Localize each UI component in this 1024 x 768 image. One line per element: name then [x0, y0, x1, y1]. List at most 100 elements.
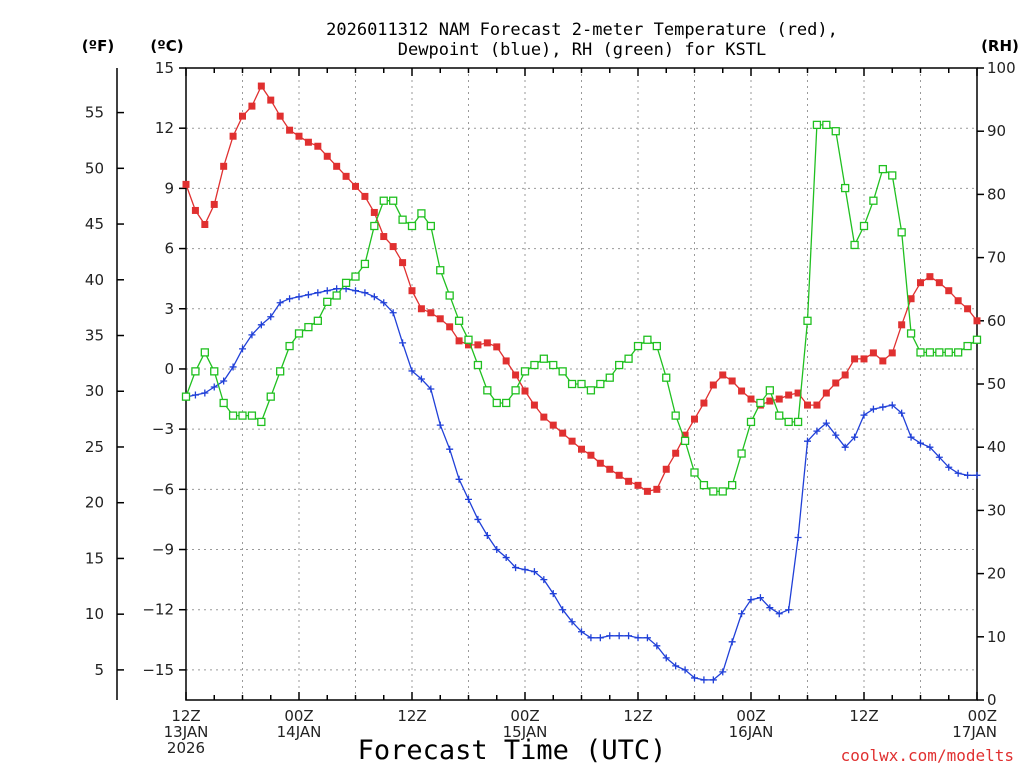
temperature-point [709, 381, 717, 389]
rh-point [963, 341, 972, 351]
x-tick-label: 13JAN [164, 723, 209, 741]
rh-tick-label: 90 [987, 122, 1006, 140]
fahrenheit-units-label: (ºF) [82, 37, 114, 55]
temperature-point [879, 357, 887, 365]
fahrenheit-tick-label: 5 [94, 661, 104, 679]
dewpoint-point [521, 566, 529, 574]
rh-point [473, 360, 483, 370]
rh-tick-label: 100 [987, 59, 1016, 77]
dewpoint-point [361, 289, 369, 297]
rh-point [436, 266, 445, 275]
dewpoint-point [879, 403, 887, 411]
dewpoint-point [323, 287, 331, 295]
dewpoint-point [493, 546, 501, 554]
rh-point [841, 183, 850, 193]
temperature-point [719, 371, 727, 379]
temperature-point [832, 379, 840, 387]
fahrenheit-tick-label: 35 [85, 327, 104, 345]
dewpoint-point [248, 331, 256, 339]
dewpoint-point [333, 285, 341, 293]
temperature-point [323, 152, 331, 160]
temperature-point [286, 126, 294, 134]
rh-point [219, 398, 228, 408]
temperature-point [342, 172, 350, 180]
rh-point [276, 367, 285, 376]
rh-point [944, 348, 953, 357]
temperature-point [399, 259, 407, 267]
temperature-point [606, 465, 614, 473]
dewpoint-point [540, 576, 548, 584]
temperature-point [493, 343, 501, 351]
rh-point [228, 411, 238, 420]
dewpoint-point [596, 634, 604, 642]
temperature-point [568, 437, 576, 445]
dewpoint-point [606, 632, 614, 640]
series-dewpoint [182, 285, 981, 684]
rh-units-label: (RH) [981, 37, 1019, 55]
celsius-tick-label: −3 [152, 420, 174, 438]
rh-point [615, 360, 624, 370]
x-tick-label: 12Z [849, 707, 878, 725]
dewpoint-point [756, 594, 764, 602]
rh-tick-label: 50 [987, 375, 1006, 393]
temperature-point [615, 471, 623, 479]
temperature-point [822, 389, 830, 397]
dewpoint-point [615, 632, 623, 640]
dewpoint-point [738, 610, 746, 618]
celsius-units-label: (ºC) [150, 37, 183, 55]
rh-point [285, 341, 294, 351]
dewpoint-point [766, 604, 774, 612]
temperature-point [898, 321, 906, 329]
temperature-point [446, 323, 454, 331]
temperature-point [973, 317, 981, 325]
dewpoint-point [257, 321, 265, 329]
rh-point [520, 367, 530, 376]
x-tick-label: 15JAN [503, 723, 548, 741]
x-tick-label: 00Z [284, 707, 313, 725]
dewpoint-point [785, 606, 793, 614]
dewpoint-point [804, 437, 811, 445]
x-tick-label: 2026 [167, 739, 205, 757]
dewpoint-point [945, 463, 953, 471]
rh-point [652, 341, 661, 351]
temperature-point [333, 162, 341, 170]
rh-point [502, 398, 511, 408]
temperature-point [700, 399, 708, 407]
temperature-point [841, 371, 849, 379]
dewpoint-point [841, 443, 849, 451]
temperature-point [182, 180, 190, 188]
dewpoint-point [295, 293, 303, 301]
rh-point [662, 373, 671, 382]
temperature-point [634, 481, 642, 489]
temperature-point [191, 206, 199, 214]
temperature-point [728, 377, 736, 385]
dewpoint-point [370, 293, 378, 301]
temperature-point [653, 485, 661, 493]
temperature-point [935, 279, 943, 287]
rh-point [304, 322, 313, 332]
celsius-tick-label: −9 [152, 541, 174, 559]
rh-point [728, 480, 737, 490]
dewpoint-point [935, 453, 943, 461]
rh-point [294, 329, 304, 338]
temperature-point [248, 102, 256, 110]
fahrenheit-tick-label: 55 [85, 104, 104, 122]
rh-point [935, 348, 944, 357]
dewpoint-point [578, 628, 585, 636]
temperature-point [455, 337, 463, 345]
dewpoint-point [399, 339, 407, 347]
rh-point [680, 436, 690, 446]
rh-point [888, 171, 897, 180]
rh-tick-label: 80 [987, 185, 1006, 203]
temperature-point [643, 487, 651, 495]
dewpoint-point [672, 662, 680, 670]
rh-point [878, 164, 887, 174]
x-tick-label: 14JAN [277, 723, 322, 741]
temperature-point [512, 371, 520, 379]
temperature-point [785, 391, 793, 399]
dewpoint-point [502, 554, 510, 562]
temperature-point [380, 233, 388, 241]
dewpoint-point [888, 401, 896, 409]
temperature-point [295, 132, 303, 140]
fahrenheit-tick-label: 45 [85, 215, 104, 233]
